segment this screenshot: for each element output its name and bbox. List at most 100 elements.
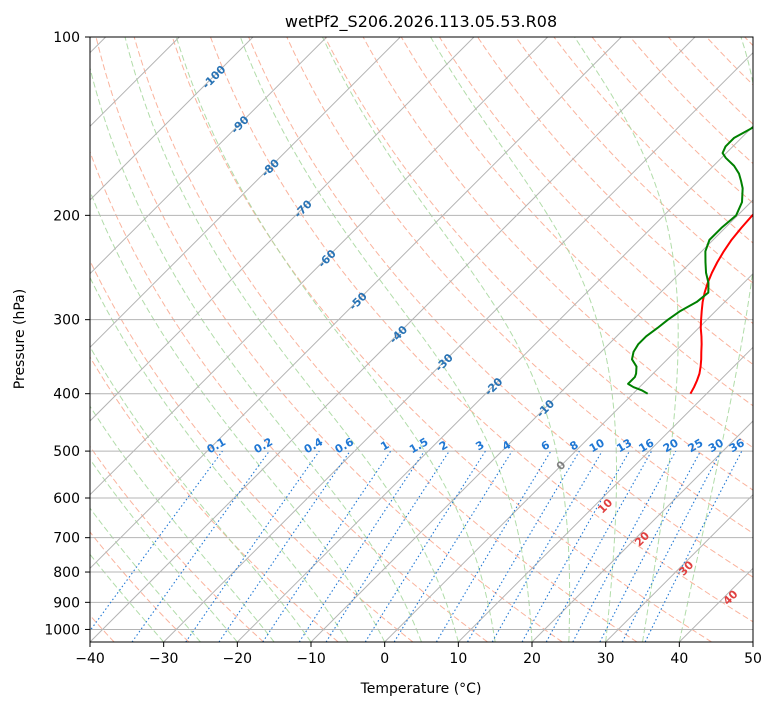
mixing-ratio-label: 36: [727, 436, 747, 455]
moist-adiabat-line: [678, 37, 753, 642]
isotherm-label: -100: [200, 63, 229, 92]
mixing-ratio-line: [90, 450, 223, 632]
dry-adiabat-line: [210, 37, 753, 623]
dry-adiabat-line: [668, 37, 753, 125]
isotherm-label: -50: [347, 290, 370, 313]
isotherm-line: [90, 37, 401, 349]
mixing-ratio-line: [393, 450, 513, 642]
mixing-ratio-label: 13: [614, 436, 634, 455]
y-tick-label: 600: [53, 491, 80, 507]
mixing-ratio-lines: [90, 450, 743, 642]
isotherm-line: [605, 493, 753, 642]
temperature-trace: [689, 213, 753, 395]
isotherm-label: -90: [228, 113, 251, 136]
moist-adiabat-line: [90, 507, 201, 642]
y-tick-label: 100: [53, 30, 80, 46]
isotherm-line: [531, 420, 753, 642]
mixing-ratio-line: [262, 450, 392, 642]
mixing-ratio-label: 16: [637, 436, 657, 455]
mixing-ratio-label: 0.1: [205, 435, 228, 456]
moist-adiabat-label: 40: [721, 587, 741, 607]
isotherm-label: -60: [316, 247, 339, 270]
mixing-ratio-line: [435, 450, 552, 642]
moist-adiabats: [90, 37, 753, 642]
mixing-ratio-label: 0.2: [252, 435, 275, 456]
sounding-traces: [627, 125, 753, 395]
isotherm-line: [90, 37, 328, 275]
mixing-ratio-label: 0.4: [302, 435, 326, 456]
y-tick-label: 300: [53, 313, 80, 329]
mixing-ratio-line: [325, 450, 450, 642]
mixing-ratio-label: 25: [686, 436, 706, 455]
isotherm-line: [90, 37, 475, 422]
dry-adiabat-line: [133, 37, 638, 642]
x-tick-label: −40: [75, 651, 105, 667]
dry-adiabat-line: [591, 37, 753, 204]
y-tick-label: 900: [53, 595, 80, 611]
pressure-gridlines: [90, 37, 753, 630]
dry-adiabat-line: [90, 445, 264, 642]
x-tick-label: −30: [149, 651, 179, 667]
mixing-ratio-label: 1.5: [407, 435, 430, 456]
isotherm-label: -20: [482, 375, 505, 398]
isotherm-line: [90, 37, 622, 570]
y-tick-label: 1000: [44, 622, 80, 638]
plot-frame: [89, 36, 754, 643]
isotherm-line: [384, 272, 753, 642]
moist-adiabat-line: [90, 276, 349, 642]
isotherm-line: [678, 567, 753, 642]
isotherm-label: -10: [534, 397, 557, 420]
chart-title: wetPf2_S206.2026.113.05.53.R08: [285, 12, 557, 32]
isotherm-line: [163, 51, 753, 642]
dry-adiabat-line: [90, 356, 339, 642]
y-tick-label: 200: [53, 208, 80, 224]
mixing-ratio-label: 10: [587, 436, 607, 455]
dry-adiabat-line: [744, 37, 753, 47]
mixing-ratio-line: [218, 450, 351, 642]
isotherm-line: [90, 37, 549, 496]
moist-adiabat-label: 20: [632, 529, 652, 549]
isotherm-label: -40: [387, 323, 410, 346]
moist-adiabat-line: [175, 37, 496, 642]
moist-adiabat-line: [90, 66, 422, 642]
isotherm-label: -70: [292, 197, 315, 220]
moist-adiabat-line: [322, 37, 571, 642]
moist-adiabat-line: [574, 37, 679, 642]
moist-adiabat-line: [90, 458, 238, 642]
dry-adiabat-line: [90, 531, 190, 642]
dry-adiabat-line: [706, 37, 753, 86]
isotherm-line: [457, 346, 753, 642]
dewpoint-trace: [627, 125, 753, 395]
y-axis-ticks: 100 200 300 400 500 600 700 800 900 1000: [44, 30, 90, 638]
mixing-ratio-label: 20: [661, 436, 681, 455]
mixing-ratio-line: [185, 450, 320, 642]
moist-adiabat-line: [90, 189, 386, 642]
moist-adiabat-line: [90, 553, 165, 642]
isotherm-line: [752, 641, 753, 642]
mixing-ratio-line: [467, 450, 580, 642]
moist-adiabat-label: 10: [595, 496, 615, 516]
y-tick-label: 800: [53, 565, 80, 581]
moist-adiabat-line: [90, 405, 275, 642]
x-tick-label: 0: [380, 651, 389, 667]
dry-adiabat-line: [248, 37, 753, 578]
moist-adiabat-line: [90, 345, 312, 642]
y-tick-label: 400: [53, 387, 80, 403]
isotherms: [90, 37, 753, 642]
moist-adiabat-line: [239, 37, 533, 642]
mixing-ratio-line: [521, 450, 630, 642]
x-tick-label: 20: [523, 651, 541, 667]
mixing-ratio-line: [545, 450, 653, 642]
x-axis-ticks: −40 −30 −20 −10 0 10 20 30 40 50: [75, 642, 762, 667]
x-tick-label: 50: [744, 651, 762, 667]
dry-adiabat-line: [515, 37, 753, 284]
y-tick-label: 700: [53, 531, 80, 547]
y-tick-label: 500: [53, 444, 80, 460]
isotherm-line: [310, 199, 753, 642]
x-axis-label: Temperature (°C): [360, 681, 482, 697]
x-tick-label: 10: [449, 651, 467, 667]
isotherm-line: [236, 125, 753, 642]
dry-adiabat-line: [90, 150, 488, 642]
moist-adiabat-line: [124, 37, 459, 642]
